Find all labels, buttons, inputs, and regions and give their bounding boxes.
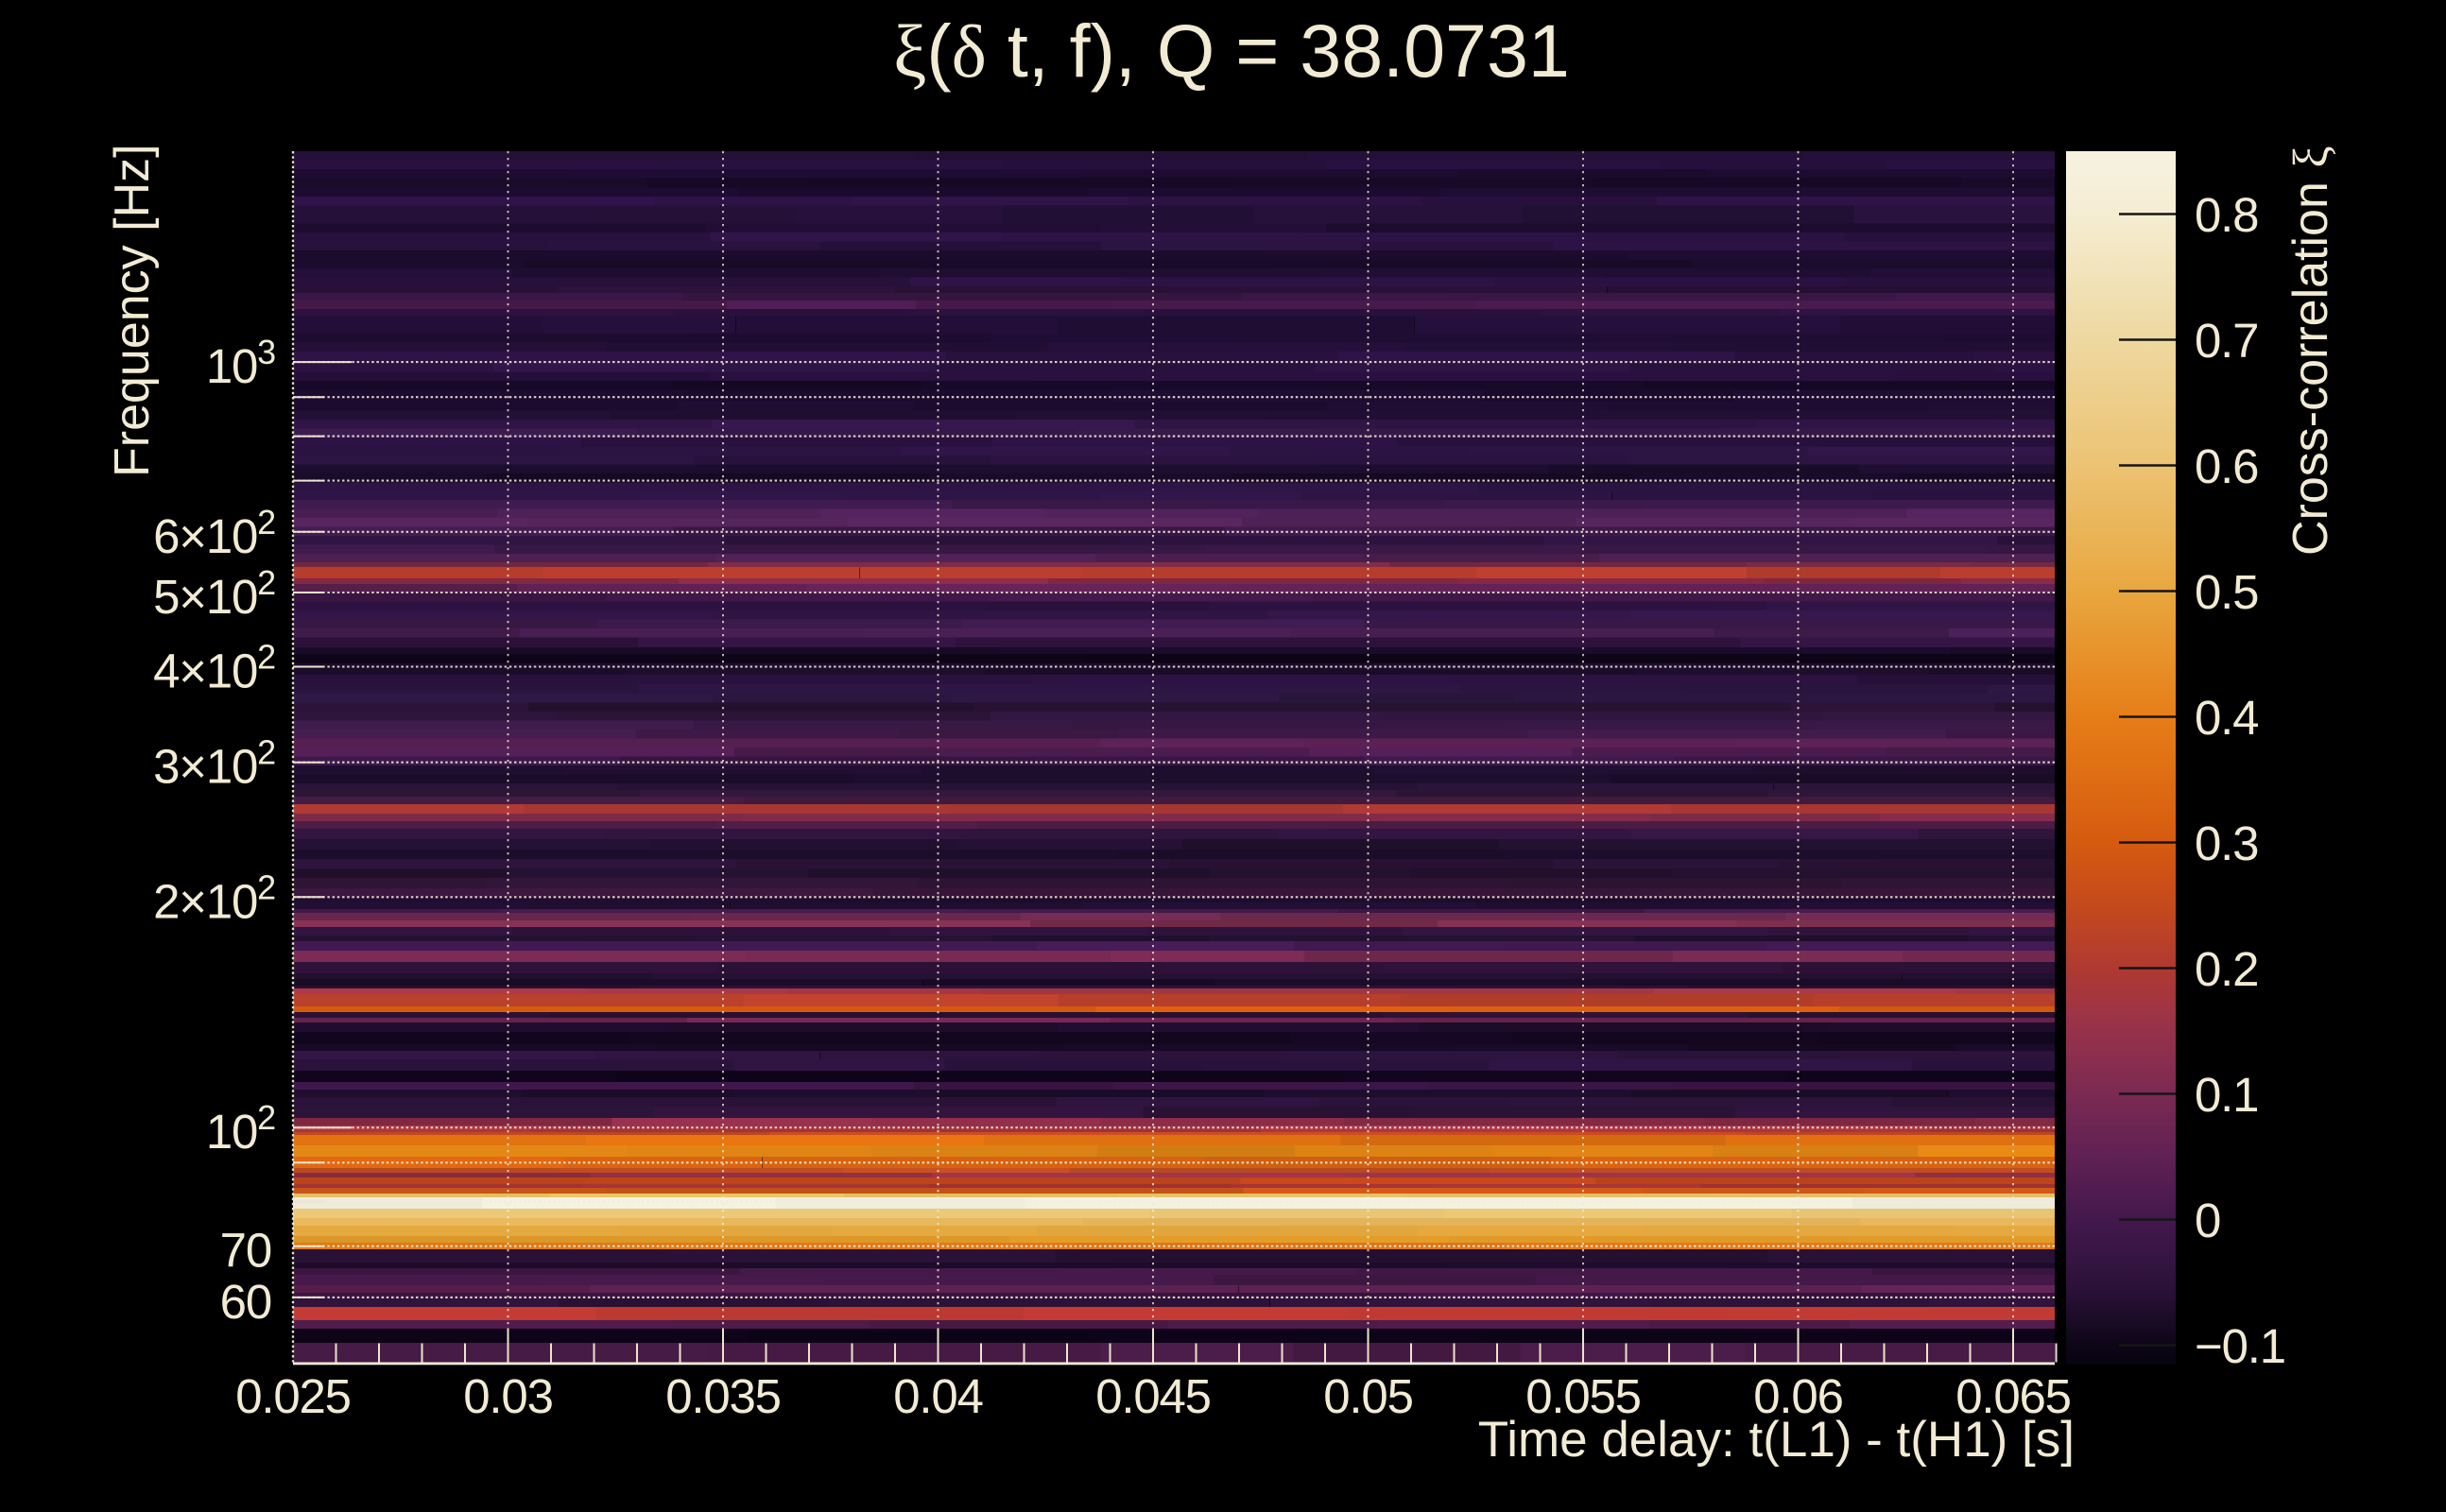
- svg-text:0.04: 0.04: [893, 1369, 982, 1423]
- svg-text:0.6: 0.6: [2195, 439, 2258, 493]
- svg-text:0.03: 0.03: [463, 1369, 552, 1423]
- svg-text:0.8: 0.8: [2195, 188, 2258, 242]
- svg-text:5×102: 5×102: [153, 563, 275, 624]
- svg-text:60: 60: [220, 1275, 271, 1329]
- svg-text:0.4: 0.4: [2195, 691, 2258, 745]
- svg-text:4×102: 4×102: [153, 638, 275, 698]
- svg-text:6×102: 6×102: [153, 503, 275, 563]
- svg-text:3×102: 3×102: [153, 733, 275, 794]
- svg-text:102: 102: [206, 1098, 275, 1159]
- svg-text:0.055: 0.055: [1525, 1369, 1641, 1423]
- svg-text:0.035: 0.035: [665, 1369, 781, 1423]
- svg-text:Cross-correlation ξ: Cross-correlation ξ: [2283, 146, 2338, 556]
- svg-text:0.025: 0.025: [235, 1369, 351, 1423]
- svg-text:0.3: 0.3: [2195, 816, 2258, 870]
- svg-text:0.065: 0.065: [1955, 1369, 2071, 1423]
- svg-text:70: 70: [220, 1224, 271, 1278]
- svg-text:0.2: 0.2: [2195, 942, 2258, 996]
- svg-text:0: 0: [2195, 1194, 2220, 1247]
- svg-text:0.7: 0.7: [2195, 314, 2258, 368]
- svg-text:2×102: 2×102: [153, 868, 275, 928]
- svg-text:0.5: 0.5: [2195, 565, 2258, 619]
- svg-text:0.1: 0.1: [2195, 1068, 2258, 1122]
- svg-text:0.05: 0.05: [1323, 1369, 1412, 1423]
- svg-text:0.045: 0.045: [1095, 1369, 1211, 1423]
- svg-text:0.06: 0.06: [1753, 1369, 1842, 1423]
- svg-text:−0.1: −0.1: [2195, 1319, 2285, 1373]
- svg-text:ξ(δ t, f), Q = 38.0731: ξ(δ t, f), Q = 38.0731: [893, 9, 1570, 94]
- svg-text:Time delay: t(L1) - t(H1) [s]: Time delay: t(L1) - t(H1) [s]: [1478, 1412, 2075, 1468]
- svg-text:Frequency [Hz]: Frequency [Hz]: [105, 144, 160, 477]
- svg-text:103: 103: [206, 333, 275, 393]
